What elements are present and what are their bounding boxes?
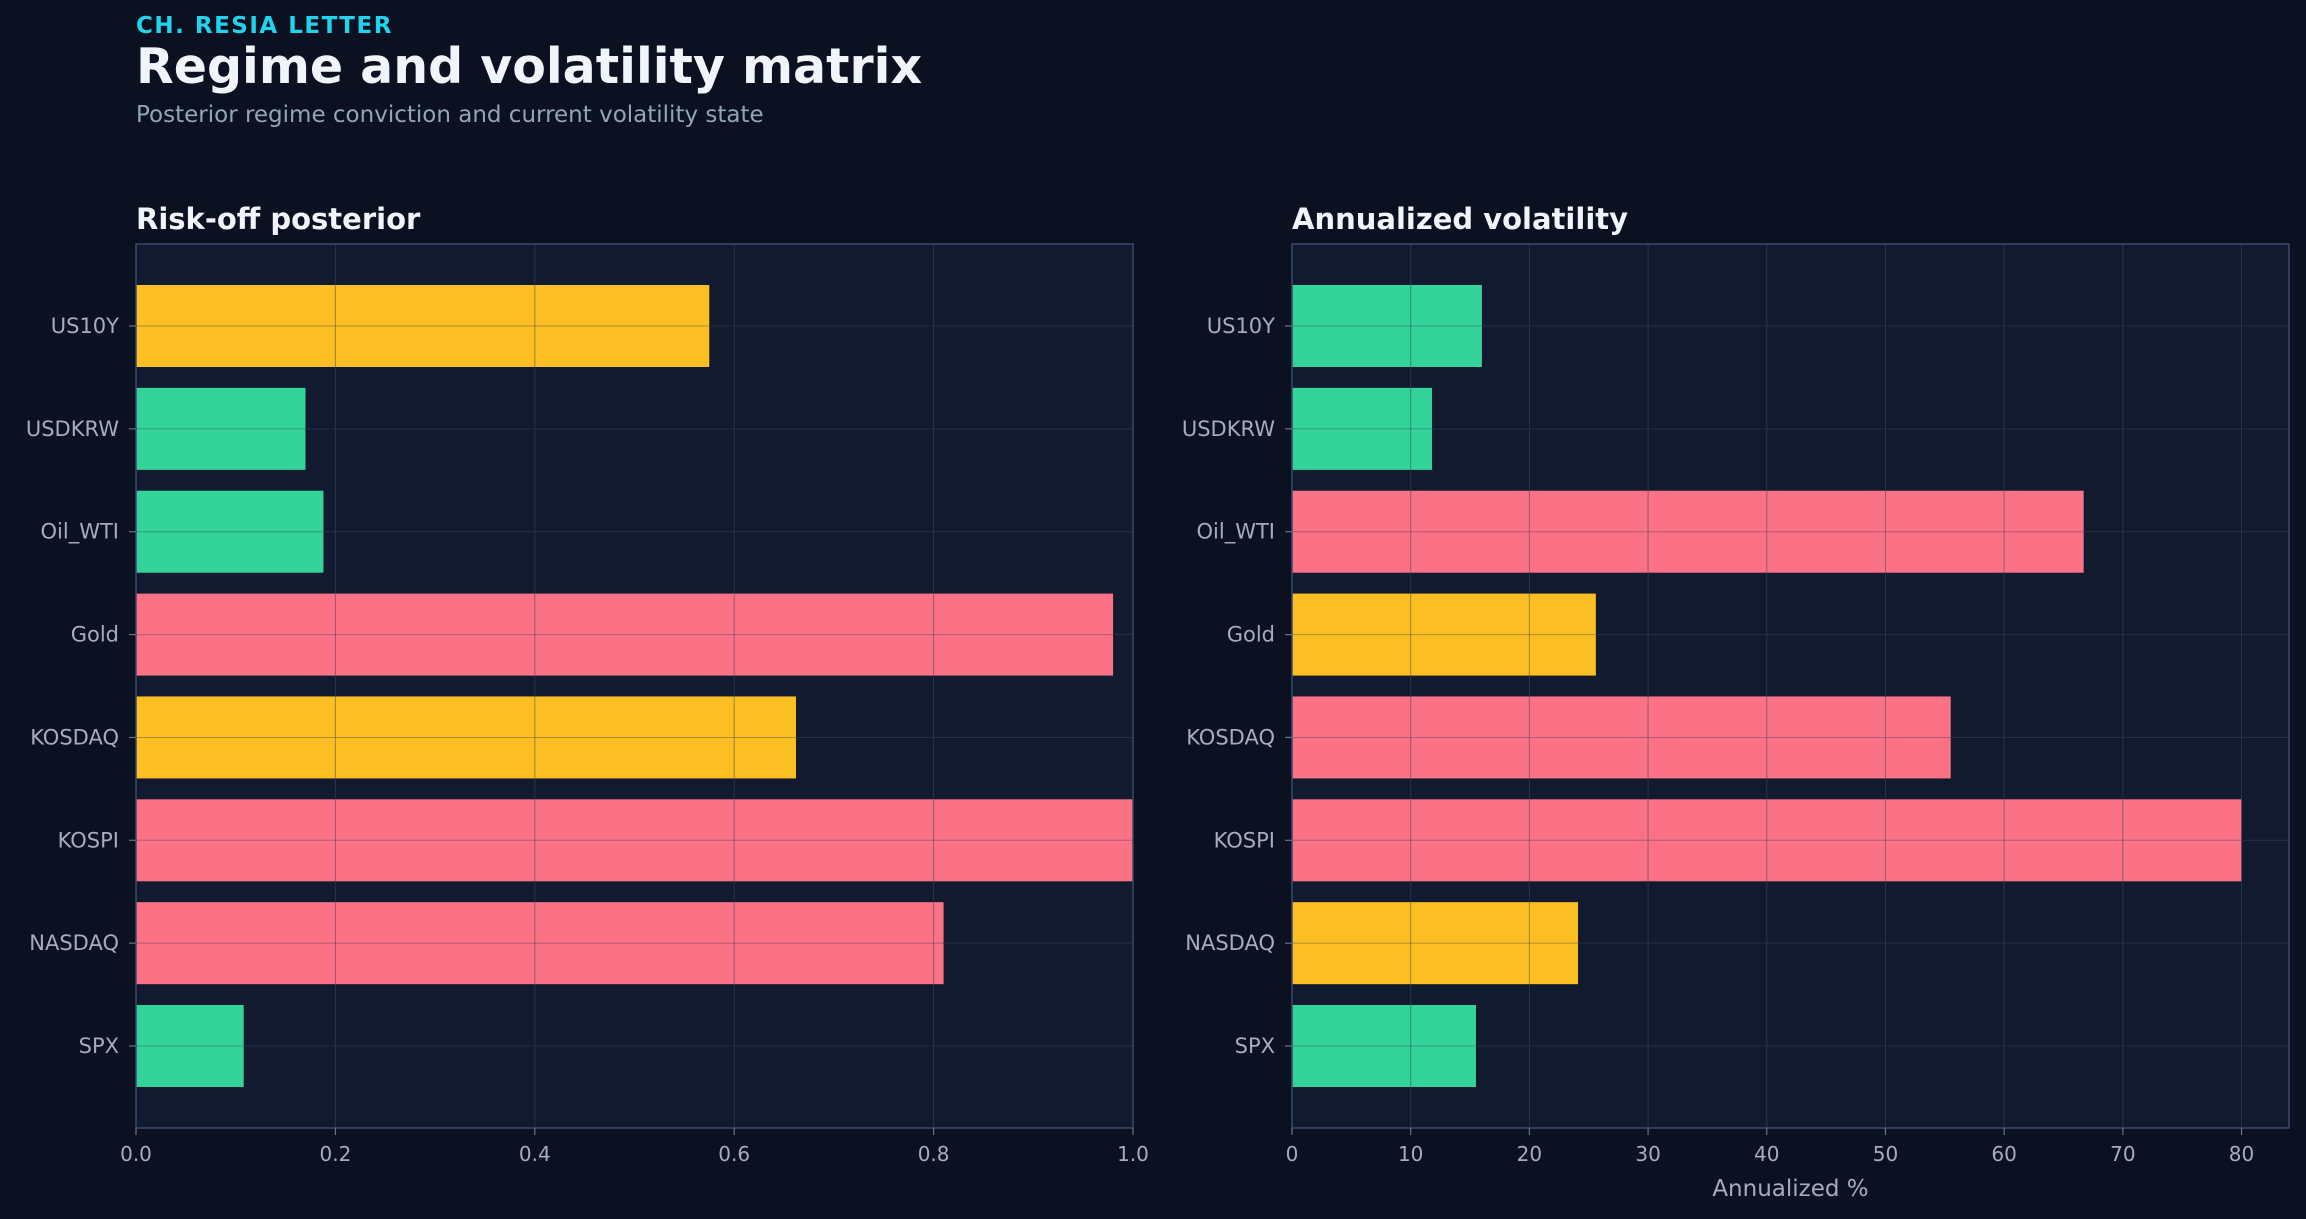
- kicker-label: CH. RESIA LETTER: [136, 13, 393, 39]
- x-axis-label: Annualized %: [1712, 1176, 1868, 1202]
- category-label: USDKRW: [26, 417, 119, 441]
- x-tick-label: 40: [1754, 1142, 1779, 1166]
- category-label: NASDAQ: [29, 931, 119, 955]
- bar-us10y: [1292, 285, 1482, 367]
- category-label: US10Y: [51, 314, 119, 338]
- x-tick-label: 0.4: [519, 1142, 551, 1166]
- bar-us10y: [136, 285, 710, 367]
- category-label: Gold: [71, 623, 119, 647]
- bar-nasdaq: [1292, 902, 1579, 985]
- category-label: KOSDAQ: [30, 725, 119, 749]
- x-tick-label: 80: [2229, 1142, 2254, 1166]
- category-label: Gold: [1227, 623, 1275, 647]
- category-label: Oil_WTI: [1197, 520, 1275, 545]
- page-title: Regime and volatility matrix: [136, 38, 923, 95]
- x-tick-label: 0.6: [718, 1142, 750, 1166]
- bar-kosdaq: [1292, 696, 1951, 779]
- category-label: KOSPI: [1214, 828, 1275, 852]
- bar-nasdaq: [136, 902, 944, 985]
- x-tick-label: 20: [1517, 1142, 1542, 1166]
- category-label: KOSDAQ: [1186, 725, 1275, 749]
- bar-spx: [136, 1005, 244, 1088]
- page-subtitle: Posterior regime conviction and current …: [136, 102, 764, 128]
- bar-spx: [1292, 1005, 1476, 1088]
- x-tick-label: 0: [1286, 1142, 1299, 1166]
- bar-oil-wti: [136, 490, 324, 573]
- bar-usdkrw: [1292, 387, 1433, 470]
- chart-title: Risk-off posterior: [136, 202, 421, 236]
- category-label: KOSPI: [58, 828, 119, 852]
- x-tick-label: 30: [1635, 1142, 1660, 1166]
- x-tick-label: 70: [2110, 1142, 2135, 1166]
- category-label: Oil_WTI: [41, 520, 119, 545]
- category-label: US10Y: [1207, 314, 1275, 338]
- plot-frame: [135, 243, 1134, 1129]
- bar-kospi: [136, 799, 1133, 882]
- bar-kosdaq: [136, 696, 797, 779]
- plot-frame: [1291, 243, 2290, 1129]
- bar-kospi: [1292, 799, 2242, 882]
- x-tick-label: 10: [1398, 1142, 1423, 1166]
- x-tick-label: 1.0: [1117, 1142, 1149, 1166]
- bar-usdkrw: [136, 387, 306, 470]
- category-label: NASDAQ: [1185, 931, 1275, 955]
- category-label: SPX: [79, 1034, 119, 1058]
- category-label: USDKRW: [1182, 417, 1275, 441]
- x-tick-label: 60: [1991, 1142, 2016, 1166]
- plot-area: [1292, 244, 2289, 1128]
- bar-gold: [136, 593, 1114, 676]
- bar-gold: [1292, 593, 1596, 676]
- x-tick-label: 50: [1873, 1142, 1898, 1166]
- x-tick-label: 0.2: [319, 1142, 351, 1166]
- plot-area: [136, 244, 1133, 1128]
- x-tick-label: 0.8: [918, 1142, 950, 1166]
- chart-title: Annualized volatility: [1292, 202, 1628, 236]
- category-label: SPX: [1235, 1034, 1275, 1058]
- bar-oil-wti: [1292, 490, 2084, 573]
- x-tick-label: 0.0: [120, 1142, 152, 1166]
